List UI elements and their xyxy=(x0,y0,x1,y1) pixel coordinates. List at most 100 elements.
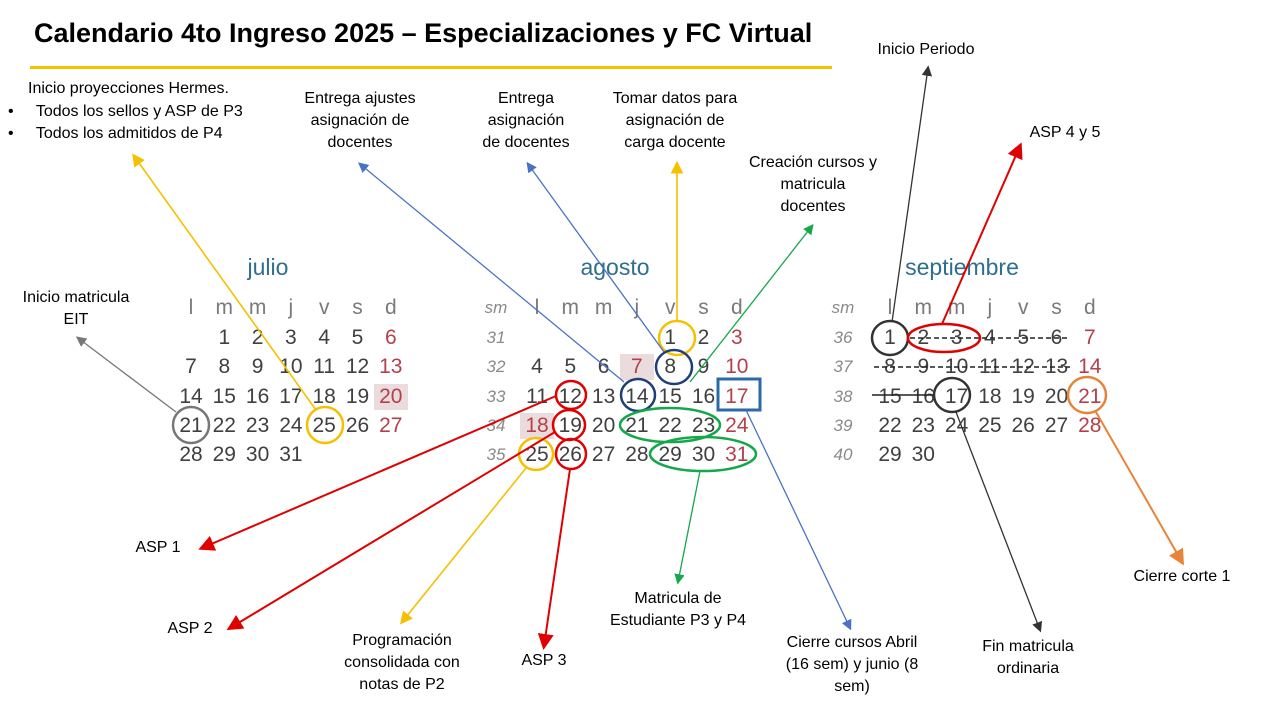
calendar-day: 18 xyxy=(978,384,1002,408)
calendar-day: 27 xyxy=(1044,413,1069,437)
calendar-day: 3 xyxy=(950,326,963,349)
calendar-day: 28 xyxy=(625,443,649,467)
annotation-line: Cierre cursos Abril xyxy=(786,634,918,651)
weekday-header: v xyxy=(1017,296,1029,319)
calendar-day: 19 xyxy=(1011,384,1035,408)
calendar-day: 4 xyxy=(984,326,996,349)
calendar-day: 1 xyxy=(884,326,896,349)
weekday-header: d xyxy=(730,296,743,319)
calendar-day: 20 xyxy=(373,383,408,410)
annotation-hermes-bullet-1-text: Todos los sellos y ASP de P3 xyxy=(35,103,243,120)
annotation-cierre-corte-1: Cierre corte 1 xyxy=(1133,568,1231,585)
annotation-hermes-bullet-1: • Todos los sellos y ASP de P3 xyxy=(8,103,243,120)
annotation-line: consolidada con xyxy=(344,654,460,671)
calendar-day: 22 xyxy=(878,413,902,437)
weekday-header: s xyxy=(352,296,363,319)
arrow-cierre-cursos xyxy=(745,409,852,631)
calendar-day: 21 xyxy=(1078,384,1102,408)
annotation-line: docentes xyxy=(780,198,846,215)
calendar-day: 3 xyxy=(285,326,297,349)
calendar-day: 13 xyxy=(591,384,616,408)
annotation-line: asignación de xyxy=(310,112,410,129)
weekday-header: m xyxy=(248,296,267,319)
calendar-day: 12 xyxy=(558,384,582,408)
annotation-line: asignación de xyxy=(625,112,725,129)
calendar-day: 14 xyxy=(179,384,203,408)
calendar-day: 22 xyxy=(212,413,236,437)
annotation-line: carga docente xyxy=(624,134,726,151)
annotation-tomar-datos: Tomar datos para asignación de carga doc… xyxy=(600,88,750,154)
weekday-header: m xyxy=(594,296,613,319)
calendar-day: 6 xyxy=(1050,326,1063,349)
calendar-day: 23 xyxy=(245,413,270,437)
calendar-day: 11 xyxy=(978,355,1001,379)
calendar-day: 2 xyxy=(697,326,710,349)
annotation-line: Tomar datos para xyxy=(612,90,738,107)
annotation-fin-matricula: Fin matricula ordinaria xyxy=(968,636,1088,680)
weekday-header: d xyxy=(384,296,397,319)
calendar-day: 25 xyxy=(978,413,1002,437)
annotation-hermes-bullet-2-text: Todos los admitidos de P4 xyxy=(35,125,223,142)
weekday-header: m xyxy=(561,296,580,319)
calendar-day: 7 xyxy=(1083,326,1096,349)
weekday-header: j xyxy=(634,296,640,319)
month-title-septiembre: septiembre xyxy=(905,254,1019,280)
annotation-line: ordinaria xyxy=(996,660,1060,677)
calendar-day: 31 xyxy=(279,443,303,467)
calendar-day: 17 xyxy=(944,384,969,408)
arrow-cierre-corte-1 xyxy=(1095,411,1184,566)
calendar-day: 2 xyxy=(917,326,930,349)
calendar-day: 14 xyxy=(625,384,649,408)
calendar-day: 18 xyxy=(312,384,336,408)
annotation-asp-3: ASP 3 xyxy=(521,652,567,669)
calendar-day: 13 xyxy=(379,355,403,379)
annotation-line: Creación cursos y xyxy=(748,154,878,171)
calendar-day: 4 xyxy=(318,326,331,349)
calendar-day: 23 xyxy=(691,413,716,437)
annotation-cierre-cursos: Cierre cursos Abril (16 sem) y junio (8 … xyxy=(772,632,932,698)
weekday-header: v xyxy=(318,296,330,319)
calendar-day: 1 xyxy=(218,326,231,349)
calendar-day: 8 xyxy=(884,355,896,379)
calendar-day: 8 xyxy=(218,355,231,379)
calendar-day: 10 xyxy=(944,355,969,379)
annotation-programacion: Programación consolidada con notas de P2 xyxy=(332,630,472,696)
annotation-hermes-title: Inicio proyecciones Hermes. xyxy=(28,80,229,97)
calendar-day: 15 xyxy=(658,384,682,408)
annotation-entrega-ajustes: Entrega ajustes asignación de docentes xyxy=(290,88,430,154)
annotation-inicio-periodo: Inicio Periodo xyxy=(877,41,975,58)
calendar-day: 24 xyxy=(279,413,303,437)
calendar-day: 26 xyxy=(1011,413,1035,437)
weekday-header: s xyxy=(698,296,709,319)
annotation-line: Matricula de xyxy=(634,590,722,607)
weekday-header: l xyxy=(887,296,893,319)
calendar-day: 24 xyxy=(944,413,969,437)
week-column-header: sm xyxy=(484,298,508,317)
annotation-line: docentes xyxy=(327,134,393,151)
week-number: 31 xyxy=(486,328,506,347)
calendar-day: 21 xyxy=(179,413,203,437)
calendar-day: 30 xyxy=(911,443,935,467)
annotation-line: Entrega ajustes xyxy=(304,90,416,107)
calendar-day: 17 xyxy=(725,384,749,408)
weekday-header: l xyxy=(188,296,194,319)
week-number: 36 xyxy=(833,328,853,347)
weekday-header: s xyxy=(1051,296,1062,319)
calendar-day: 3 xyxy=(730,326,743,349)
week-number: 40 xyxy=(833,445,853,465)
calendar-day: 11 xyxy=(526,384,548,408)
calendar-day: 4 xyxy=(531,355,543,379)
annotation-asp-4-5: ASP 4 y 5 xyxy=(1029,124,1101,141)
calendar-day: 15 xyxy=(212,384,236,408)
annotation-line: Inicio matricula xyxy=(22,289,130,306)
calendar-day: 2 xyxy=(251,326,264,349)
calendar-day: 29 xyxy=(658,443,682,467)
annotation-hermes-bullet-2: • Todos los admitidos de P4 xyxy=(8,125,223,142)
calendar-day: 15 xyxy=(878,384,902,408)
calendar-day: 22 xyxy=(658,413,682,437)
week-number: 35 xyxy=(486,445,506,465)
annotation-line: Entrega xyxy=(497,90,555,107)
calendar-day: 25 xyxy=(525,443,549,467)
week-number: 33 xyxy=(486,386,506,406)
calendar-day: 21 xyxy=(625,413,649,437)
